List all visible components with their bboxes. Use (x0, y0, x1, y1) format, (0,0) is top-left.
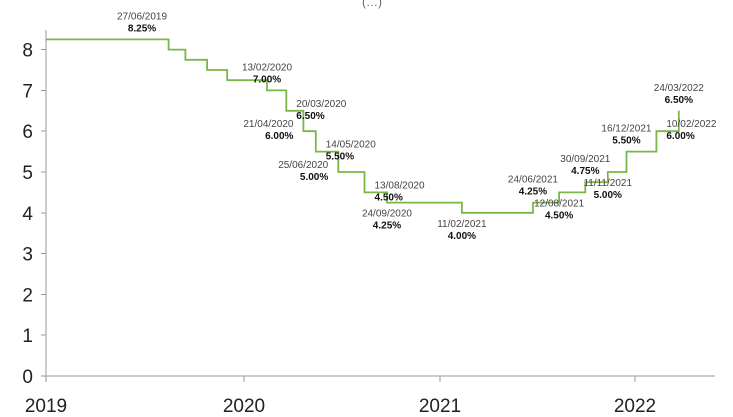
annotation-date: 12/08/2021 (534, 198, 584, 209)
annotation-date: 13/02/2020 (242, 62, 292, 73)
annotation-rate: 6.50% (665, 95, 693, 106)
annotation-rate: 6.00% (265, 131, 293, 142)
y-tick-label: 5 (22, 163, 33, 184)
annotation-date: 13/08/2020 (374, 180, 424, 191)
x-ticks: 2019 2020 2021 2022 (25, 376, 656, 417)
y-tick-label: 6 (22, 122, 33, 143)
annotation-date: 10/02/2022 (666, 119, 716, 130)
annotation-rate: 4.25% (373, 221, 401, 232)
annotation-rate: 5.50% (612, 136, 640, 147)
annotation-date: 20/03/2020 (296, 99, 346, 110)
annotation-rate: 5.00% (594, 190, 622, 201)
annotation-date: 11/11/2021 (583, 178, 632, 189)
rate-change-annotations: 27/06/20198.25%13/02/20207.00%20/03/2020… (117, 11, 717, 241)
axes (45, 30, 715, 377)
annotation-date: 27/06/2019 (117, 11, 167, 22)
y-tick-label: 8 (22, 41, 33, 62)
annotation-date: 25/06/2020 (278, 160, 328, 171)
y-tick-label: 1 (22, 326, 33, 347)
annotation-date: 14/05/2020 (326, 140, 376, 151)
annotation-rate: 7.00% (253, 74, 281, 85)
policy-rate-series-line (46, 38, 680, 214)
annotation-date: 24/09/2020 (362, 209, 412, 220)
x-tick-label: 2022 (614, 396, 656, 417)
annotation-date: 21/04/2020 (243, 119, 293, 130)
annotation-rate: 4.50% (374, 192, 402, 203)
x-tick-label: 2019 (25, 396, 67, 417)
annotation-date: 30/09/2021 (560, 154, 610, 165)
y-tick-label: 2 (22, 285, 33, 306)
annotation-rate: 4.75% (571, 166, 599, 177)
y-tick-label: 3 (22, 245, 33, 266)
y-ticks: 0 1 2 3 4 5 6 7 8 (22, 41, 46, 388)
annotation-rate: 6.00% (666, 131, 694, 142)
y-tick-label: 7 (22, 81, 33, 102)
x-tick-label: 2021 (419, 396, 461, 417)
y-tick-label: 4 (22, 204, 33, 225)
annotation-rate: 6.50% (296, 111, 324, 122)
y-tick-label: 0 (22, 367, 33, 388)
annotation-rate: 5.50% (326, 152, 354, 163)
annotation-rate: 8.25% (128, 23, 156, 34)
chart-title-fragment: (…) (362, 0, 382, 9)
annotation-date: 24/06/2021 (508, 175, 558, 186)
annotation-date: 11/02/2021 (437, 219, 487, 230)
annotation-rate: 4.50% (545, 210, 573, 221)
annotation-rate: 5.00% (300, 172, 328, 183)
annotation-rate: 4.00% (448, 231, 476, 242)
x-tick-label: 2020 (223, 396, 265, 417)
annotation-date: 16/12/2021 (601, 124, 651, 135)
annotation-date: 24/03/2022 (654, 83, 704, 94)
annotation-rate: 4.25% (519, 187, 547, 198)
